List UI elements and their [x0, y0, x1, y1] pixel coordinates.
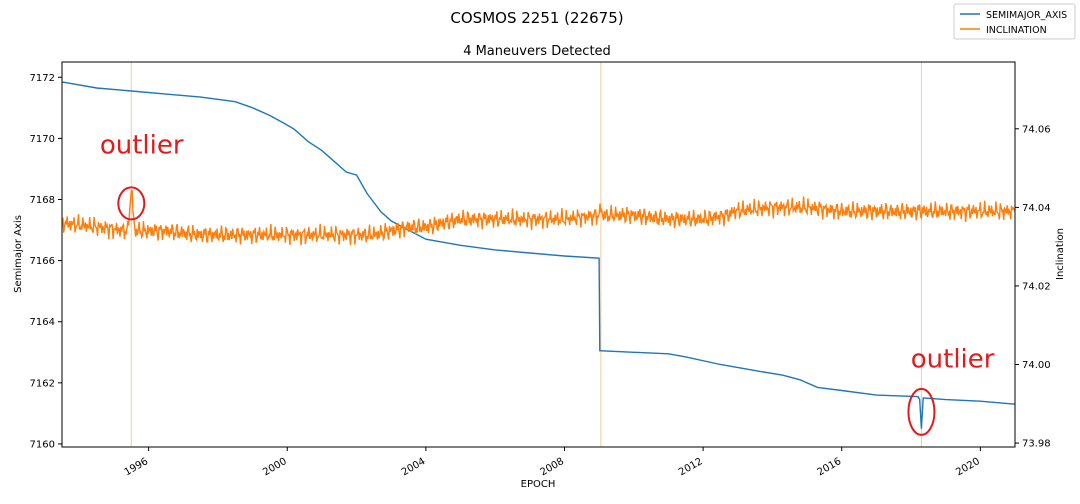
legend-label-inclination: INCLINATION [986, 25, 1047, 36]
y-right-tick-label: 73.98 [1022, 439, 1051, 450]
y-left-tick-label: 7168 [30, 195, 55, 206]
outlier-annotation-1: outlier [100, 131, 184, 161]
chart-subtitle: 4 Maneuvers Detected [463, 44, 611, 59]
y-axis-left-label: Semimajor Axis [13, 215, 24, 293]
annotations: outlier outlier [100, 131, 995, 436]
y-right-tick-label: 74.02 [1022, 281, 1051, 292]
y-right-tick-label: 74.00 [1022, 360, 1051, 371]
y-axis-right-label: Inclination [1055, 228, 1066, 280]
legend-box [953, 3, 1076, 40]
plot-frame [61, 61, 1016, 448]
legend: SEMIMAJOR_AXIS INCLINATION [953, 3, 1076, 40]
x-tick-label: 2016 [816, 456, 844, 478]
series-line-semimajor-axis [61, 81, 1016, 429]
x-tick-label: 1996 [123, 456, 151, 478]
x-axis-ticks: 1996 2000 2004 2008 2012 2016 2020 [123, 447, 982, 478]
x-axis-label: EPOCH [521, 479, 556, 490]
y-right-tick-label: 74.06 [1022, 124, 1051, 135]
y-axis-left-ticks: 7160 7162 7164 7166 7168 7170 7172 [30, 73, 62, 450]
y-left-tick-label: 7172 [30, 73, 55, 84]
x-tick-label: 2000 [261, 456, 289, 478]
y-left-tick-label: 7164 [30, 317, 55, 328]
y-left-tick-label: 7170 [30, 134, 55, 145]
outlier-circle-2 [907, 387, 936, 436]
chart-title: COSMOS 2251 (22675) [450, 9, 623, 27]
y-axis-right-ticks: 73.98 74.00 74.02 74.04 74.06 [1015, 124, 1051, 450]
y-right-tick-label: 74.04 [1022, 203, 1051, 214]
series-lines [61, 81, 1016, 429]
legend-label-semimajor: SEMIMAJOR_AXIS [986, 10, 1067, 21]
y-left-tick-label: 7162 [30, 378, 55, 389]
x-tick-label: 2004 [400, 456, 428, 478]
x-tick-label: 2020 [954, 456, 982, 478]
x-tick-label: 2008 [538, 456, 566, 478]
maneuver-lines [130, 62, 922, 447]
y-left-tick-label: 7166 [30, 256, 55, 267]
outlier-annotation-2: outlier [911, 345, 995, 375]
y-left-tick-label: 7160 [30, 439, 55, 450]
series-line-inclination [61, 190, 1016, 246]
outlier-circle-1 [117, 186, 146, 221]
x-tick-label: 2012 [677, 456, 705, 478]
